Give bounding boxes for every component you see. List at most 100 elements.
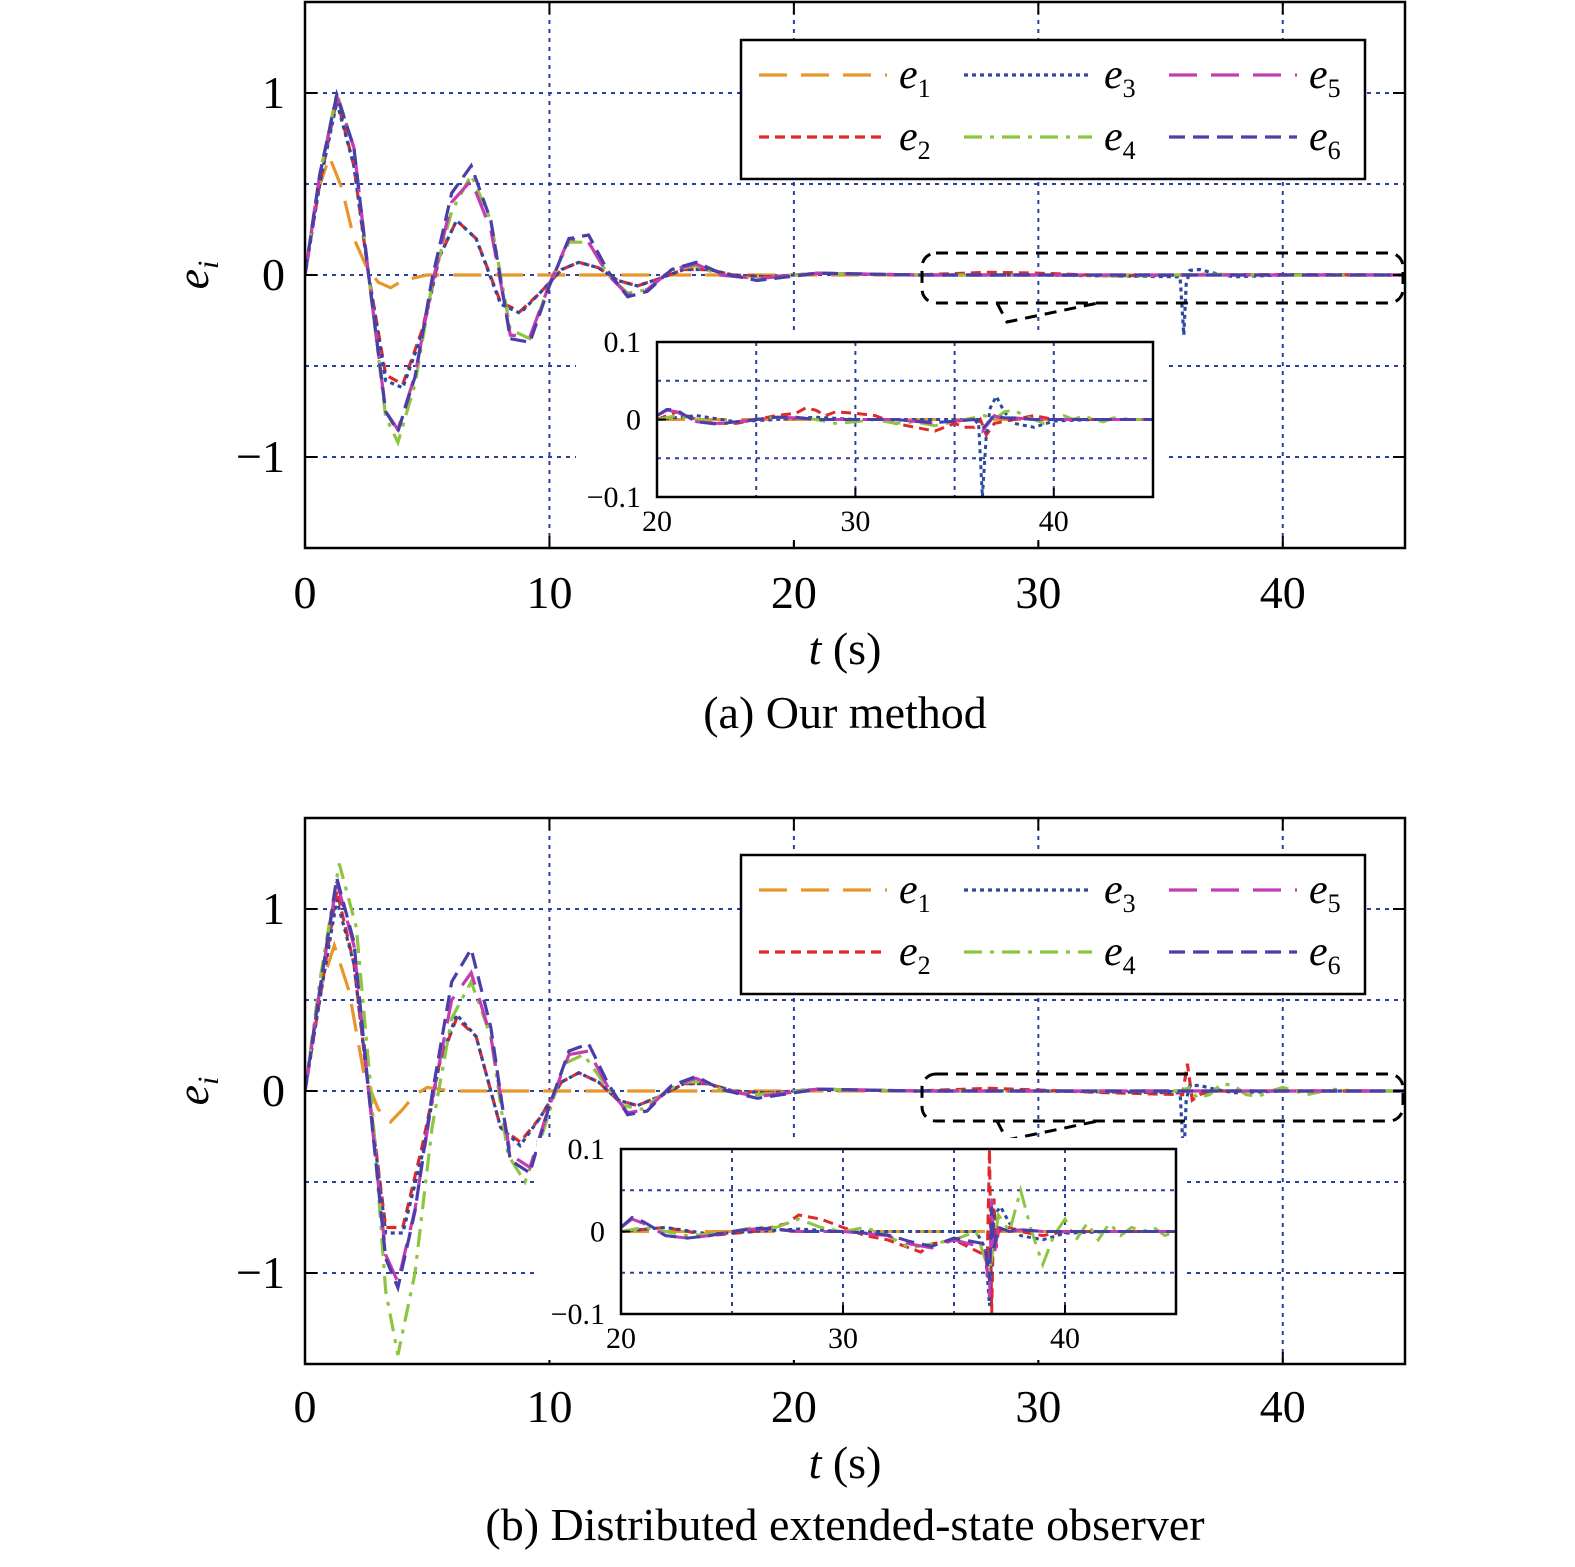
inset-y-tick-label: −0.1 [587, 481, 641, 514]
zoom-connector [995, 301, 1099, 324]
legend-label-e3-sub: 3 [1123, 74, 1136, 103]
legend-label-e4-var: e [1104, 929, 1123, 975]
x-tick-label: 0 [294, 1381, 317, 1432]
inset-series-line-e5 [657, 408, 1153, 434]
x-axis-var: t [809, 1437, 823, 1488]
legend-label-e2-var: e [899, 929, 918, 975]
y-axis-var: e [167, 1085, 218, 1105]
inset-y-tick-label: 0.1 [568, 1133, 606, 1166]
legend-label-e3-var: e [1104, 867, 1123, 913]
series-line-e3 [305, 101, 1405, 390]
inset: 20 30 40 −0.1 0 0.1 [537, 1133, 1186, 1360]
series-line-e2 [305, 98, 1405, 387]
legend-label-e6-var: e [1309, 114, 1328, 160]
y-tick-label: 0 [262, 249, 285, 300]
legend-label-e2-sub: 2 [918, 136, 931, 165]
y-tick-label: 0 [262, 1065, 285, 1116]
inset-series-line-e6 [621, 1206, 1176, 1282]
y-tick-label: 1 [262, 883, 285, 934]
legend-label-e5-var: e [1309, 867, 1328, 913]
x-tick-label: 0 [294, 567, 317, 618]
legend-label-e5-sub: 5 [1328, 74, 1341, 103]
inset-background [576, 330, 1165, 540]
legend-label-e2: e2 [899, 114, 931, 165]
x-axis-unit: (s) [833, 1437, 882, 1488]
inset-background [537, 1138, 1186, 1360]
series-line-e3 [305, 899, 1405, 1235]
legend-label-e1-sub: 1 [918, 74, 931, 103]
legend-label-e1-sub: 1 [918, 889, 931, 918]
legend-label-e6-var: e [1309, 929, 1328, 975]
x-axis-space [821, 623, 833, 674]
inset-series-lines [621, 1149, 1176, 1314]
legend-label-e4-var: e [1104, 114, 1123, 160]
y-axis-var: e [167, 269, 218, 289]
legend-label-e3: e3 [1104, 52, 1136, 103]
x-tick-label: 20 [771, 1381, 817, 1432]
x-tick-label: 10 [526, 1381, 572, 1432]
x-tick-label: 40 [1260, 567, 1306, 618]
y-tick-label: −1 [236, 1247, 285, 1298]
legend-label-e6: e6 [1309, 929, 1341, 980]
x-axis-label: t (s) [809, 1437, 882, 1488]
chart-title: (b) Distributed extended-state observer [485, 1499, 1204, 1550]
series-line-e1 [305, 940, 1405, 1125]
inset-series-line-e6 [657, 407, 1153, 432]
inset-x-tick-label: 40 [1050, 1322, 1080, 1355]
x-tick-label: 10 [526, 567, 572, 618]
x-tick-label: 30 [1015, 1381, 1061, 1432]
inset-y-tick-label: −0.1 [551, 1298, 605, 1331]
legend-label-e4-sub: 4 [1123, 951, 1136, 980]
y-axis-label: ei [167, 1077, 225, 1106]
x-tick-label: 30 [1015, 567, 1061, 618]
chart-title: (a) Our method [703, 687, 987, 738]
legend-label-e1-var: e [899, 867, 918, 913]
zoom-region-box [920, 251, 1405, 305]
legend-label-e1: e1 [899, 52, 931, 103]
legend-label-e2-var: e [899, 114, 918, 160]
legend-label-e6-sub: 6 [1328, 951, 1341, 980]
inset-x-tick-label: 30 [828, 1322, 858, 1355]
zoom-connector [995, 1119, 1099, 1142]
legend-label-e4-sub: 4 [1123, 136, 1136, 165]
x-axis-label: t (s) [809, 623, 882, 674]
legend-label-e1-var: e [899, 52, 918, 98]
y-axis-label: ei [167, 261, 225, 290]
x-tick-label: 40 [1260, 1381, 1306, 1432]
x-tick-label: 20 [771, 567, 817, 618]
legend-label-e6-sub: 6 [1328, 136, 1341, 165]
legend-label-e3: e3 [1104, 867, 1136, 918]
legend-label-e5-var: e [1309, 52, 1328, 98]
inset-x-tick-label: 20 [606, 1322, 636, 1355]
inset-series-lines [657, 393, 1153, 497]
inset-x-tick-label: 30 [840, 505, 870, 538]
inset-y-tick-label: 0 [626, 404, 641, 437]
y-tick-label: −1 [236, 431, 285, 482]
legend-box [739, 38, 1367, 181]
series-line-e6 [305, 88, 1405, 436]
inset-x-tick-label: 20 [642, 505, 672, 538]
legend-label-e5: e5 [1309, 867, 1341, 918]
series-lines [305, 86, 1405, 447]
series-lines [305, 863, 1405, 1356]
zoom-region-box [920, 1072, 1405, 1123]
legend-label-e3-sub: 3 [1123, 889, 1136, 918]
series-line-e4 [305, 86, 1405, 447]
legend-label-e4: e4 [1104, 114, 1136, 165]
legend-label-e1: e1 [899, 867, 931, 918]
y-axis-sub: i [192, 1077, 225, 1085]
series-line-e6 [305, 877, 1405, 1293]
x-axis-unit: (s) [833, 623, 882, 674]
y-axis-sub: i [192, 261, 225, 269]
x-axis-var: t [809, 623, 823, 674]
legend-label-e6: e6 [1309, 114, 1341, 165]
legend-box [739, 853, 1367, 996]
inset-x-tick-label: 40 [1039, 505, 1069, 538]
legend-label-e4: e4 [1104, 929, 1136, 980]
inset-series-line-e3 [621, 1204, 1176, 1306]
y-tick-label: 1 [262, 67, 285, 118]
